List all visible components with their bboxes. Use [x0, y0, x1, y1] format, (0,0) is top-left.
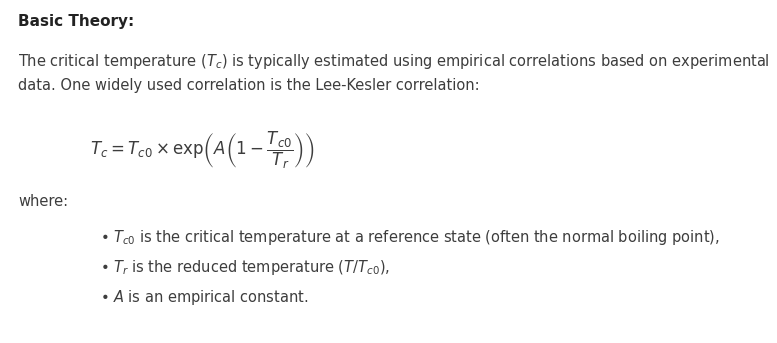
Text: The critical temperature $(T_c)$ is typically estimated using empirical correlat: The critical temperature $(T_c)$ is typi…	[18, 52, 770, 71]
Text: • $T_{c0}$ is the critical temperature at a reference state (often the normal bo: • $T_{c0}$ is the critical temperature a…	[100, 228, 720, 247]
Text: $T_c = T_{c0} \times \mathrm{exp}\left(A\left(1 - \dfrac{T_{c0}}{T_r}\right)\rig: $T_c = T_{c0} \times \mathrm{exp}\left(A…	[90, 130, 315, 171]
Text: • $A$ is an empirical constant.: • $A$ is an empirical constant.	[100, 288, 308, 307]
Text: data. One widely used correlation is the Lee-Kesler correlation:: data. One widely used correlation is the…	[18, 78, 479, 93]
Text: Basic Theory:: Basic Theory:	[18, 14, 134, 29]
Text: where:: where:	[18, 194, 68, 209]
Text: • $T_r$ is the reduced temperature $(T/T_{c0})$,: • $T_r$ is the reduced temperature $(T/T…	[100, 258, 390, 277]
